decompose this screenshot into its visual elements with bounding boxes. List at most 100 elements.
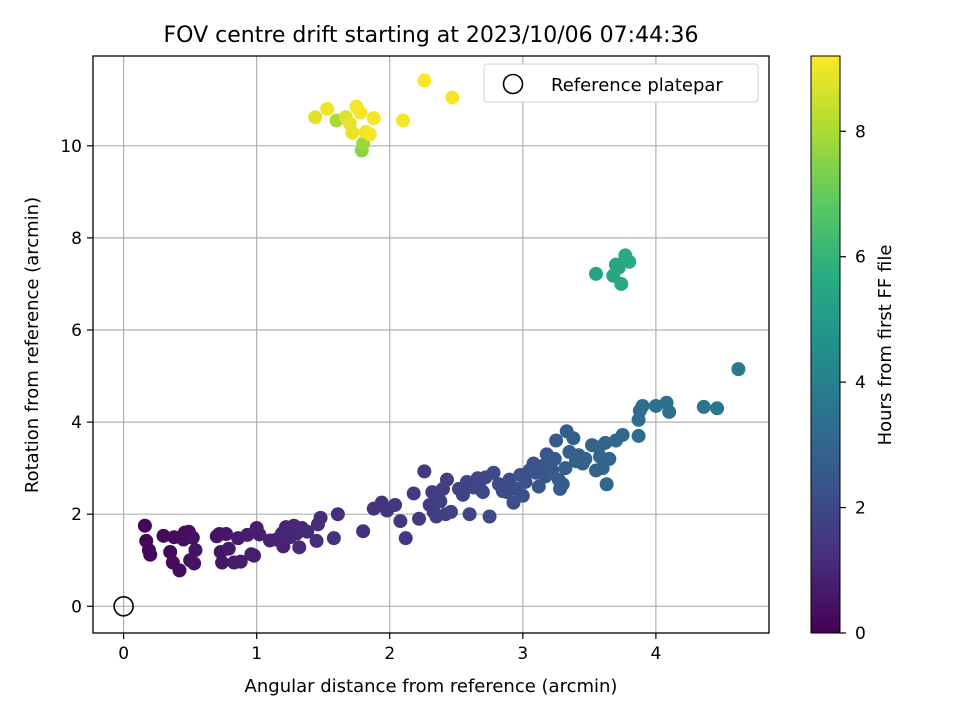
data-point <box>443 504 458 519</box>
data-point <box>406 486 421 501</box>
data-point <box>486 465 501 480</box>
y-axis-ticks: 0 2 4 6 8 10 <box>60 137 93 617</box>
data-point <box>696 399 711 414</box>
data-point <box>163 544 178 559</box>
data-point <box>602 451 617 466</box>
data-point <box>635 398 650 413</box>
data-point <box>631 428 646 443</box>
data-point <box>366 111 381 126</box>
colorbar-tick-label: 0 <box>855 624 866 644</box>
data-point <box>549 433 564 448</box>
legend-reference-marker <box>502 73 524 95</box>
data-point <box>398 531 413 546</box>
colorbar-tick-label: 2 <box>855 499 866 519</box>
data-point <box>482 509 497 524</box>
x-axis-ticks: 0 1 2 3 4 <box>118 633 661 664</box>
x-axis-label: Angular distance from reference (arcmin) <box>245 676 618 697</box>
y-tick-label: 2 <box>71 505 82 525</box>
data-point <box>188 543 203 558</box>
data-point <box>137 518 152 533</box>
colorbar-ticks: 0 2 4 6 8 <box>840 122 866 644</box>
data-point <box>396 113 411 128</box>
data-point <box>475 485 490 500</box>
data-point <box>558 461 573 476</box>
data-point <box>353 105 368 120</box>
x-tick-label: 4 <box>650 644 661 664</box>
data-point <box>345 125 360 140</box>
data-point <box>417 464 432 479</box>
data-point <box>221 541 236 556</box>
legend-box <box>483 63 759 103</box>
y-axis-label: Rotation from reference (arcmin) <box>22 197 43 493</box>
data-point <box>462 507 477 522</box>
data-point <box>233 554 248 569</box>
y-tick-label: 6 <box>71 321 82 341</box>
data-point <box>313 510 328 525</box>
data-point <box>172 563 187 578</box>
data-point <box>143 547 158 562</box>
data-point <box>515 488 530 503</box>
data-point <box>330 507 345 522</box>
data-point <box>589 266 604 281</box>
y-tick-label: 4 <box>71 413 82 433</box>
x-tick-label: 1 <box>251 644 262 664</box>
x-tick-label: 2 <box>384 644 395 664</box>
data-point <box>356 524 371 539</box>
reference-platepar-point <box>113 595 134 617</box>
data-point <box>393 514 408 529</box>
data-point <box>185 530 200 545</box>
x-tick-label: 0 <box>118 644 129 664</box>
data-point <box>326 531 341 546</box>
data-point <box>611 260 626 275</box>
legend-entry-reference-platepar: Reference platepar <box>551 75 723 96</box>
data-point <box>388 497 403 512</box>
data-point <box>547 451 562 466</box>
data-point <box>252 527 267 542</box>
data-point <box>247 548 262 563</box>
data-point <box>292 540 307 555</box>
data-point <box>662 404 677 419</box>
y-tick-label: 0 <box>71 597 82 617</box>
grid-lines <box>93 56 769 633</box>
data-point <box>156 528 171 543</box>
data-point <box>598 435 613 450</box>
x-tick-label: 3 <box>517 644 528 664</box>
chart-title: FOV centre drift starting at 2023/10/06 … <box>164 23 699 48</box>
data-point <box>433 494 448 509</box>
data-point <box>425 485 440 500</box>
colorbar-tick-label: 8 <box>855 122 866 142</box>
plot-frame <box>92 55 770 634</box>
data-point <box>599 477 614 492</box>
data-point <box>412 511 427 526</box>
data-point <box>300 524 315 539</box>
data-point <box>622 254 637 269</box>
data-point <box>417 73 432 88</box>
data-point <box>555 477 570 492</box>
colorbar-label: Hours from first FF file <box>875 245 896 446</box>
data-point <box>445 90 460 105</box>
y-tick-label: 10 <box>60 137 82 157</box>
data-point <box>731 362 746 377</box>
data-point <box>578 451 593 466</box>
y-tick-label: 8 <box>71 229 82 249</box>
colorbar: 0 2 4 6 8 Hours from first FF file <box>810 55 896 644</box>
data-point <box>308 110 323 125</box>
data-point <box>362 127 377 142</box>
data-point <box>219 526 234 541</box>
scatter-points <box>137 73 746 578</box>
data-point <box>309 533 324 548</box>
data-point <box>215 555 230 570</box>
data-point <box>710 401 725 416</box>
data-point <box>455 487 470 502</box>
colorbar-tick-label: 6 <box>855 248 866 268</box>
data-point <box>648 398 663 413</box>
data-point <box>320 101 335 116</box>
colorbar-gradient <box>810 55 841 634</box>
data-point <box>518 474 533 489</box>
data-point <box>531 479 546 494</box>
data-point <box>187 556 202 571</box>
data-point <box>566 431 581 446</box>
data-point <box>439 472 454 487</box>
colorbar-tick-label: 4 <box>855 373 866 393</box>
